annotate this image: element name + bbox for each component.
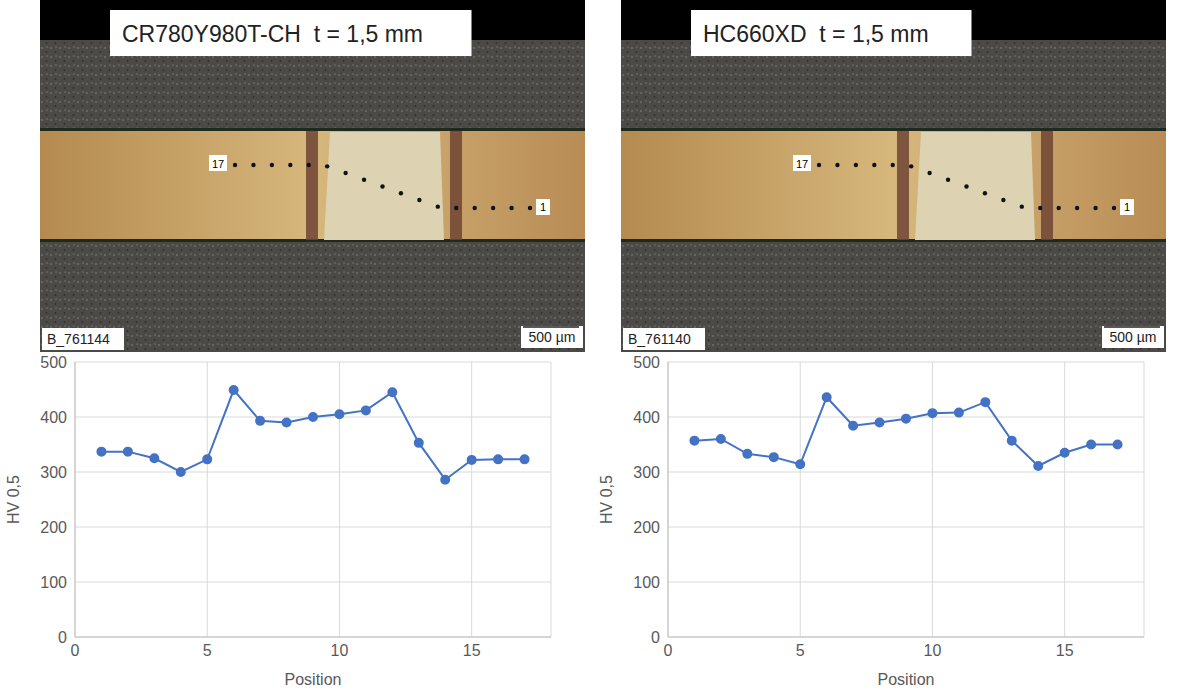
svg-text:Position: Position	[285, 671, 342, 688]
svg-text:HC660XD t = 1,5 mm: HC660XD t = 1,5 mm	[703, 21, 929, 47]
svg-text:10: 10	[924, 642, 942, 659]
svg-text:1: 1	[540, 201, 546, 213]
svg-text:1: 1	[1124, 201, 1130, 213]
svg-text:B_761144: B_761144	[47, 331, 110, 347]
svg-text:15: 15	[1056, 642, 1074, 659]
svg-text:CR780Y980T-CH t = 1,5 mm: CR780Y980T-CH t = 1,5 mm	[122, 21, 423, 47]
svg-text:200: 200	[40, 519, 67, 536]
svg-text:500 µm: 500 µm	[529, 329, 576, 345]
svg-text:Position: Position	[878, 671, 935, 688]
svg-text:17: 17	[796, 158, 808, 170]
svg-text:0: 0	[58, 629, 67, 646]
svg-text:400: 400	[40, 409, 67, 426]
svg-text:10: 10	[331, 642, 349, 659]
svg-text:HV 0,5: HV 0,5	[5, 475, 22, 524]
svg-text:100: 100	[40, 574, 67, 591]
svg-text:0: 0	[664, 642, 673, 659]
svg-text:500: 500	[40, 354, 67, 371]
svg-text:500 µm: 500 µm	[1110, 329, 1157, 345]
svg-text:5: 5	[796, 642, 805, 659]
svg-text:100: 100	[633, 574, 660, 591]
svg-text:500: 500	[633, 354, 660, 371]
svg-text:0: 0	[71, 642, 80, 659]
svg-text:200: 200	[633, 519, 660, 536]
svg-text:HV 0,5: HV 0,5	[598, 475, 615, 524]
svg-text:0: 0	[651, 629, 660, 646]
svg-text:400: 400	[633, 409, 660, 426]
svg-text:300: 300	[40, 464, 67, 481]
svg-text:15: 15	[463, 642, 481, 659]
svg-text:B_761140: B_761140	[628, 331, 691, 347]
svg-text:17: 17	[212, 158, 224, 170]
svg-text:300: 300	[633, 464, 660, 481]
svg-text:5: 5	[203, 642, 212, 659]
